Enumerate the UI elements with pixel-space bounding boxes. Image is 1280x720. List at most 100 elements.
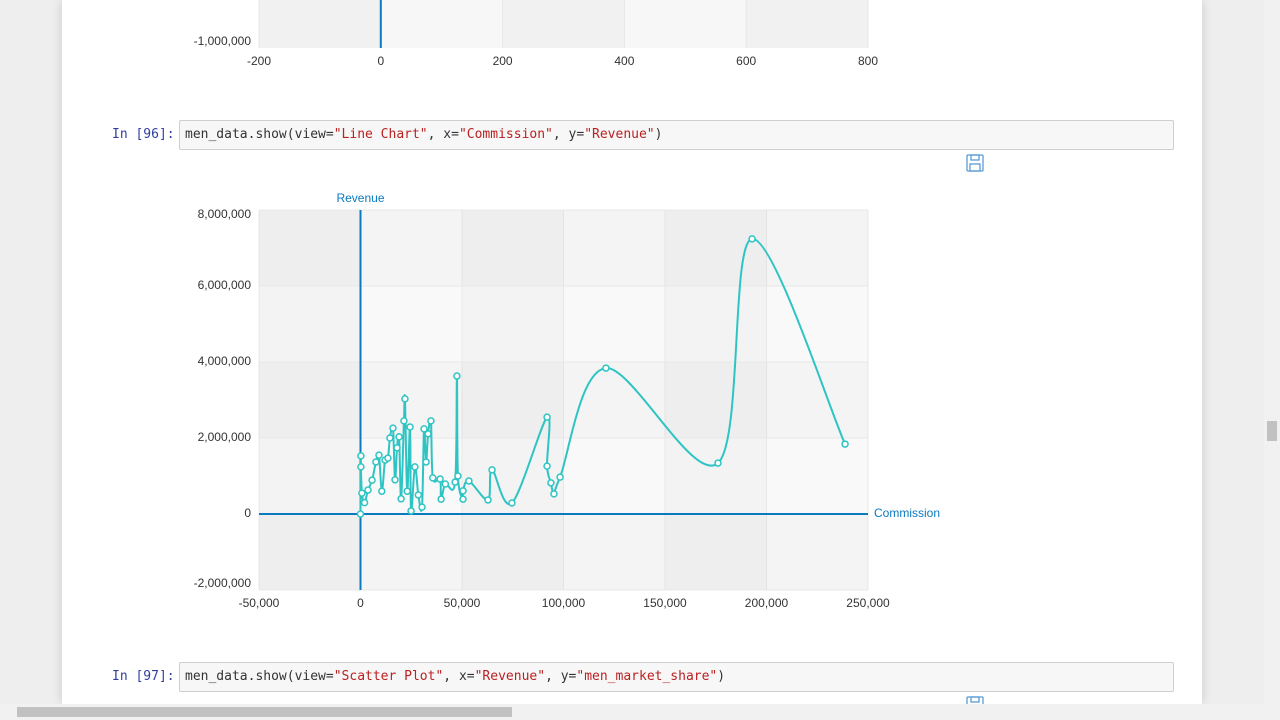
data-point [389, 424, 397, 432]
data-point [543, 413, 551, 421]
code-token: men_data.show(view= [185, 127, 334, 142]
data-point [748, 235, 756, 243]
x-tick-label: 100,000 [542, 596, 586, 610]
data-point [356, 510, 365, 518]
data-point [393, 444, 401, 452]
y-tick-label: 6,000,000 [198, 278, 252, 292]
data-point [424, 430, 432, 438]
data-point [395, 433, 403, 441]
data-point [378, 487, 386, 495]
x-tick-label: 0 [377, 54, 384, 68]
x-tick-label: 250,000 [846, 596, 890, 610]
chart-layer: -200 0 200 400 600 800 -1,000,000 -50,000 0 50,00… [194, 0, 984, 704]
grid-band [259, 0, 381, 48]
data-point [484, 496, 492, 504]
x-tick-label: 800 [858, 54, 878, 68]
grid-band [259, 210, 868, 286]
data-point [418, 503, 426, 511]
data-point [459, 495, 467, 503]
save-icon[interactable] [966, 154, 984, 172]
x-tick-label: -200 [247, 54, 271, 68]
y-tick-label: 2,000,000 [198, 430, 252, 444]
vertical-scrollbar[interactable] [1264, 0, 1280, 704]
data-point [441, 480, 450, 488]
data-point [427, 417, 435, 425]
scroll-thumb[interactable] [17, 707, 512, 717]
code-token: ) [717, 669, 726, 684]
data-point [406, 423, 414, 431]
y-tick-label: -1,000,000 [194, 34, 252, 48]
data-point [714, 459, 722, 467]
x-tick-label: 200 [493, 54, 513, 68]
y-tick-label: 0 [244, 506, 251, 520]
data-point [488, 466, 496, 474]
horizontal-scrollbar[interactable] [0, 704, 1280, 720]
data-point [550, 490, 558, 498]
x-tick-label: 400 [614, 54, 634, 68]
data-point [364, 486, 372, 494]
code-input[interactable]: men_data.show(view="Line Chart", x="Comm… [179, 120, 1174, 150]
data-point [357, 452, 365, 460]
y-axis-label: Revenue [336, 191, 384, 205]
data-point [397, 495, 405, 503]
string-token: "men_market_share" [576, 669, 718, 684]
data-point [602, 364, 610, 372]
code-token: ) [654, 127, 663, 142]
data-point [556, 473, 564, 481]
x-axis-label: Commission [874, 506, 940, 520]
data-point [451, 478, 459, 486]
code-token: men_data.show(view= [185, 669, 334, 684]
data-point [386, 434, 394, 442]
code-input[interactable]: men_data.show(view="Scatter Plot", x="Re… [179, 662, 1174, 692]
string-token: "Revenue" [584, 127, 655, 142]
data-point [465, 477, 473, 485]
data-point [508, 499, 516, 507]
x-tick-label: 200,000 [745, 596, 789, 610]
data-point [368, 476, 376, 484]
string-token: "Commission" [458, 127, 553, 142]
data-point [543, 462, 551, 470]
data-point [437, 495, 445, 503]
cell-prompt: In [97]: [112, 669, 175, 684]
x-tick-label: 50,000 [444, 596, 481, 610]
data-point [391, 476, 399, 484]
code-token: , x= [427, 127, 459, 142]
plot-area [259, 0, 868, 48]
data-point [453, 372, 461, 380]
y-tick-label: 4,000,000 [198, 354, 252, 368]
data-point [401, 395, 409, 403]
string-token: "Scatter Plot" [333, 669, 444, 684]
data-point [459, 487, 467, 495]
save-icon[interactable] [966, 696, 984, 704]
data-point [414, 491, 423, 499]
data-point [422, 458, 430, 466]
x-tick-label: -50,000 [239, 596, 280, 610]
grid-band [259, 362, 868, 438]
code-token: , y= [545, 669, 577, 684]
data-point [375, 451, 383, 459]
y-tick-label: -2,000,000 [194, 576, 252, 590]
grid-band [503, 0, 625, 48]
string-token: "Line Chart" [333, 127, 428, 142]
data-point [358, 489, 366, 497]
data-point [407, 507, 415, 515]
data-point [411, 463, 419, 471]
data-point [841, 440, 849, 448]
x-tick-label: 0 [357, 596, 364, 610]
code-token: , x= [443, 669, 475, 684]
scroll-thumb[interactable] [1267, 421, 1277, 441]
y-tick-label: 8,000,000 [198, 207, 252, 221]
code-token: , y= [552, 127, 585, 142]
data-point [429, 474, 437, 482]
x-tick-label: 150,000 [643, 596, 687, 610]
string-token: "Revenue" [474, 669, 546, 684]
data-point [436, 475, 444, 483]
data-point [384, 454, 392, 462]
data-point [400, 417, 408, 425]
data-point [372, 458, 380, 466]
data-point [360, 498, 369, 507]
grid-band [746, 0, 868, 48]
data-point [547, 479, 555, 487]
data-point [454, 472, 462, 480]
